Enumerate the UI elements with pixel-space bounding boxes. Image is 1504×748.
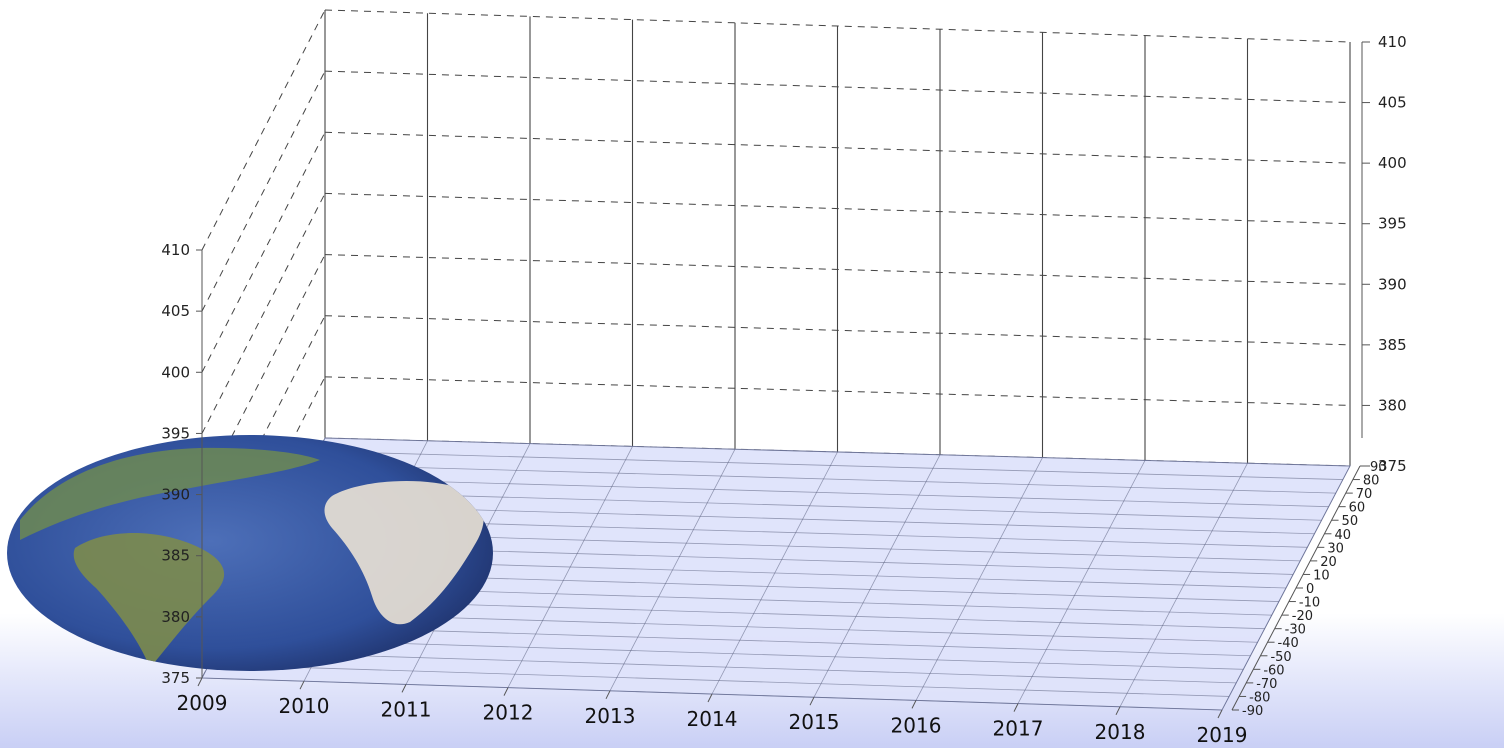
left-z-tick-label: 390 — [161, 486, 190, 504]
lat-tick-label: 80 — [1363, 474, 1380, 489]
lat-tick-label: -20 — [1292, 609, 1313, 624]
floor-year-line — [915, 457, 1043, 701]
wall-value-gridline — [324, 131, 1351, 164]
year-tick — [503, 687, 509, 696]
floor-year-line — [507, 446, 633, 688]
right-z-tick-label: 410 — [1378, 33, 1407, 51]
lat-tick-label: 0 — [1306, 582, 1314, 597]
year-tick-label: 2018 — [1095, 720, 1146, 744]
right-z-tick-label: 380 — [1378, 396, 1407, 414]
year-tick-label: 2011 — [381, 697, 432, 721]
globe-image — [7, 435, 493, 671]
left-z-tick-label: 410 — [161, 241, 190, 259]
left-z-tick-label: 380 — [161, 608, 190, 626]
side-value-gridline — [201, 193, 326, 434]
year-tick — [707, 693, 713, 703]
lat-tick-label: -70 — [1256, 677, 1277, 692]
year-tick-label: 2013 — [585, 704, 636, 728]
lat-tick-label: 60 — [1349, 501, 1366, 516]
year-tick — [605, 690, 611, 700]
year-tick — [401, 684, 407, 693]
floor-year-line — [1221, 465, 1351, 711]
year-tick — [1115, 706, 1121, 716]
side-value-gridline — [201, 132, 326, 373]
lat-tick-label: -50 — [1270, 650, 1291, 665]
floor-year-line — [711, 451, 838, 695]
wall-value-gridline — [324, 70, 1351, 104]
year-tick-label: 2019 — [1197, 723, 1248, 747]
left-z-tick-label: 400 — [161, 363, 190, 381]
side-value-gridline — [201, 70, 326, 312]
year-tick — [911, 700, 917, 709]
left-z-tick-label: 375 — [161, 669, 190, 687]
lat-tick-label: 50 — [1342, 514, 1359, 529]
lat-tick-label: 10 — [1313, 568, 1330, 583]
year-tick — [809, 696, 815, 706]
year-tick-label: 2016 — [891, 713, 942, 737]
year-tick — [1217, 709, 1223, 719]
lat-tick-label: -10 — [1299, 596, 1320, 611]
lat-tick-label: -60 — [1263, 663, 1284, 678]
floor-year-line — [1017, 460, 1146, 704]
side-value-gridline — [201, 9, 326, 251]
floor-year-line — [1119, 463, 1248, 707]
left-z-tick-label: 385 — [161, 547, 190, 565]
lat-tick-label: 40 — [1334, 528, 1351, 543]
lat-tick-label: 70 — [1356, 487, 1373, 502]
wall-value-gridline — [324, 254, 1351, 285]
right-z-tick-label: 400 — [1378, 154, 1407, 172]
lat-tick-label: 20 — [1320, 555, 1337, 570]
floor-year-line — [609, 449, 736, 691]
year-tick-label: 2012 — [483, 701, 534, 725]
wall-value-gridline — [324, 9, 1351, 43]
axes-labels: 3753803853903954004054103753803853903954… — [161, 33, 1406, 747]
lat-tick-label: 90 — [1370, 460, 1387, 475]
lat-tick-label: -40 — [1278, 636, 1299, 651]
lat-tick-label: -90 — [1242, 704, 1263, 719]
lat-tick-label: -80 — [1249, 690, 1270, 705]
lat-tick-label: 30 — [1327, 541, 1344, 556]
year-tick — [1013, 703, 1019, 712]
floor-year-line — [813, 454, 941, 698]
year-tick — [197, 677, 203, 687]
north-america-landmass — [20, 447, 320, 540]
south-america-landmass — [73, 533, 225, 668]
right-z-tick-label: 405 — [1378, 94, 1407, 112]
year-tick — [299, 680, 305, 690]
right-z-tick-label: 395 — [1378, 215, 1407, 233]
year-tick-label: 2010 — [279, 694, 330, 718]
right-z-tick-label: 390 — [1378, 275, 1407, 293]
year-tick-label: 2017 — [993, 717, 1044, 741]
year-tick-label: 2009 — [177, 691, 228, 715]
left-z-tick-label: 405 — [161, 302, 190, 320]
wall-value-gridline — [324, 315, 1351, 346]
wall-value-gridline — [324, 376, 1351, 406]
year-tick-label: 2015 — [789, 710, 840, 734]
left-z-tick-label: 395 — [161, 424, 190, 442]
right-z-tick-label: 375 — [1378, 457, 1407, 475]
year-tick-label: 2014 — [687, 707, 738, 731]
lat-tick-label: -30 — [1285, 623, 1306, 638]
africa-landmass — [324, 481, 484, 625]
floor-plane — [201, 437, 1351, 711]
wall-value-gridline — [324, 192, 1351, 225]
right-z-tick-label: 385 — [1378, 336, 1407, 354]
